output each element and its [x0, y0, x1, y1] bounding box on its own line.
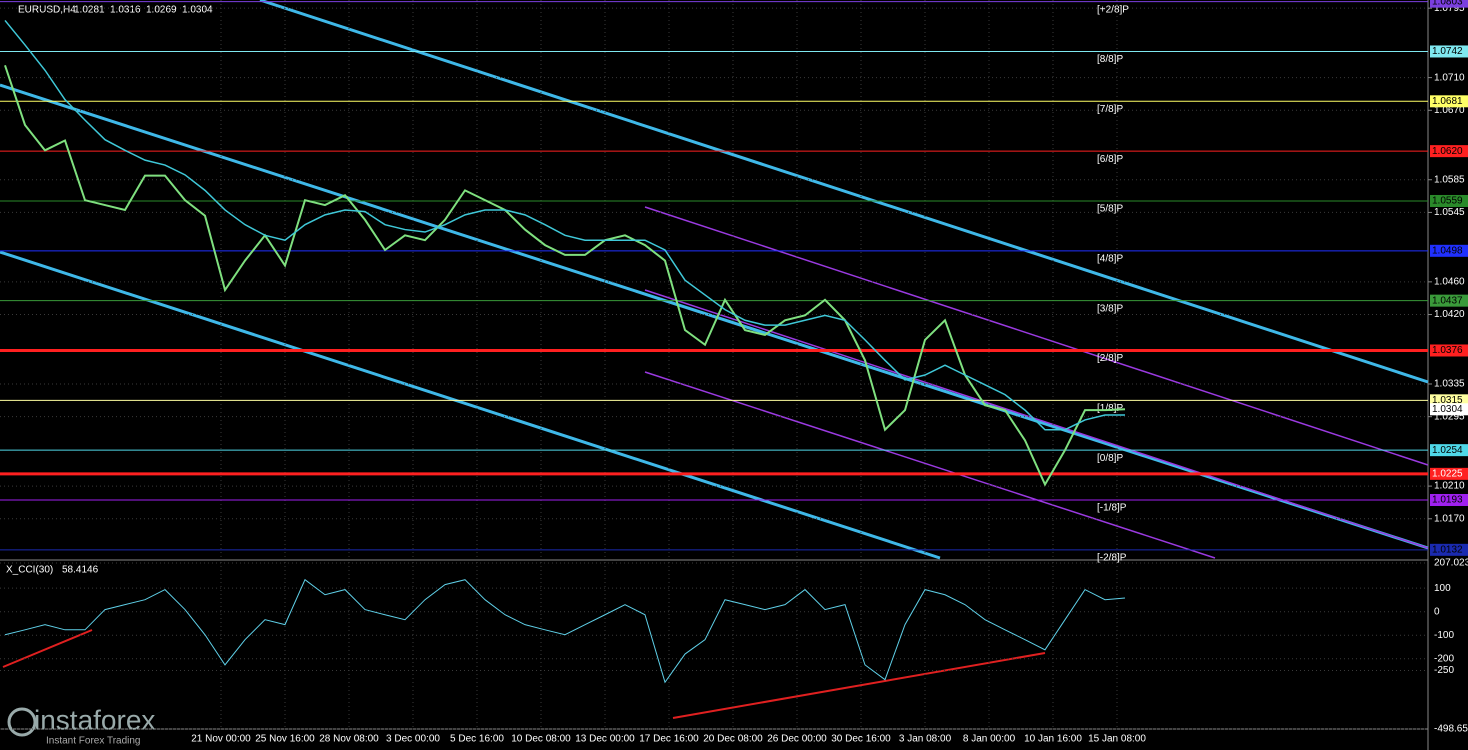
x-tick-label: 8 Jan 00:00: [963, 734, 1016, 745]
y-tick-label: -250: [1434, 665, 1454, 676]
indicator-name: X_CCI(30): [6, 565, 53, 576]
cci-line: [4, 578, 1126, 684]
channel: [0, 0, 1429, 560]
level-name: [3/8]P: [1097, 303, 1123, 314]
cci-trendline: [2, 629, 1046, 719]
watermark-tagline: Instant Forex Trading: [46, 736, 141, 747]
level-label: 1.0437: [1432, 295, 1463, 306]
indicator-last: 58.4146: [62, 565, 99, 576]
level-label: 1.0620: [1432, 146, 1463, 157]
x-tick-label: 15 Jan 08:00: [1088, 734, 1146, 745]
y-tick-label: 100: [1434, 583, 1451, 594]
level-box: [1430, 493, 1468, 506]
price-line: [4, 65, 1126, 487]
y-tick-label: 1.0545: [1434, 207, 1465, 218]
channel-purple: [644, 206, 1429, 559]
ma-line: [4, 19, 1125, 431]
x-tick-label: 13 Dec 00:00: [575, 734, 635, 745]
current-price-box: [1430, 403, 1468, 416]
level-label: 1.0803: [1432, 0, 1463, 7]
level-name: [0/8]P: [1097, 453, 1123, 464]
watermark-logo: [7, 707, 37, 737]
level-label: 1.0498: [1432, 245, 1463, 256]
level-label: 1.0254: [1432, 445, 1463, 456]
x-tick-label: 20 Dec 08:00: [703, 734, 763, 745]
level-box: [1430, 194, 1468, 207]
ohlc-value: 1.0304: [182, 5, 213, 16]
level-label: 1.0193: [1432, 495, 1463, 506]
watermark-brand: instaforex: [34, 704, 155, 735]
y-tick-label: 1.0670: [1434, 105, 1465, 116]
level-box: [1430, 145, 1468, 158]
x-tick-label: 21 Nov 00:00: [191, 734, 251, 745]
level-name: [-1/8]P: [1097, 503, 1127, 514]
line-label: 1.0225: [1432, 468, 1463, 479]
y-tick-label: 207.0233: [1434, 558, 1468, 569]
level-label: 1.0376: [1432, 345, 1463, 356]
x-tick-label: 30 Dec 16:00: [831, 734, 891, 745]
y-tick-label: 1.0295: [1434, 411, 1465, 422]
current-price-label: 1.0304: [1432, 404, 1463, 415]
ohlc-value: 1.0316: [110, 5, 141, 16]
x-tick-label: 5 Dec 16:00: [450, 734, 504, 745]
x-tick-label: 3 Jan 08:00: [899, 734, 952, 745]
y-tick-label: 1.0460: [1434, 277, 1465, 288]
ohlc-value: 1.0281: [74, 5, 105, 16]
y-tick-label: 0: [1434, 606, 1440, 617]
level-box: [1430, 95, 1468, 108]
y-tick-label: 1.0335: [1434, 379, 1465, 390]
symbol: EURUSD,H4: [18, 5, 76, 16]
level-name: [8/8]P: [1097, 54, 1123, 65]
x-tick-label: 28 Nov 08:00: [319, 734, 379, 745]
level-name: [1/8]P: [1097, 403, 1123, 414]
level-box: [1430, 244, 1468, 257]
level-box: [1430, 0, 1468, 8]
level-name: [5/8]P: [1097, 204, 1123, 215]
y-tick-label: 1.0585: [1434, 174, 1465, 185]
level-name: [+2/8]P: [1097, 4, 1129, 15]
level-label: 1.0559: [1432, 196, 1463, 207]
level-box: [1430, 543, 1468, 556]
ohlc-value: 1.0269: [146, 5, 177, 16]
line-box: [1430, 467, 1468, 480]
y-tick-label: 1.0420: [1434, 309, 1465, 320]
x-tick-label: 10 Dec 08:00: [511, 734, 571, 745]
y-tick-label: 1.0795: [1434, 3, 1465, 14]
y-tick-label: -498.655: [1434, 724, 1468, 735]
y-tick-label: -100: [1434, 630, 1454, 641]
level-box: [1430, 344, 1468, 357]
level-label: 1.0681: [1432, 96, 1463, 107]
y-tick-label: 1.0710: [1434, 72, 1465, 83]
level-name: [7/8]P: [1097, 104, 1123, 115]
y-tick-label: 1.0210: [1434, 481, 1465, 492]
x-tick-label: 10 Jan 16:00: [1024, 734, 1082, 745]
y-tick-label: -200: [1434, 653, 1454, 664]
level-box: [1430, 444, 1468, 457]
x-tick-label: 26 Dec 00:00: [767, 734, 827, 745]
level-box: [1430, 45, 1468, 58]
level-box: [1430, 294, 1468, 307]
level-name: [-2/8]P: [1097, 552, 1127, 563]
x-tick-label: 17 Dec 16:00: [639, 734, 699, 745]
x-tick-label: 3 Dec 00:00: [386, 734, 440, 745]
y-tick-label: 1.0170: [1434, 513, 1465, 524]
level-name: [4/8]P: [1097, 253, 1123, 264]
level-name: [6/8]P: [1097, 154, 1123, 165]
x-tick-label: 25 Nov 16:00: [255, 734, 315, 745]
level-label: 1.0132: [1432, 544, 1463, 555]
level-label: 1.0315: [1432, 395, 1463, 406]
level-name: [2/8]P: [1097, 353, 1123, 364]
level-label: 1.0742: [1432, 46, 1463, 57]
